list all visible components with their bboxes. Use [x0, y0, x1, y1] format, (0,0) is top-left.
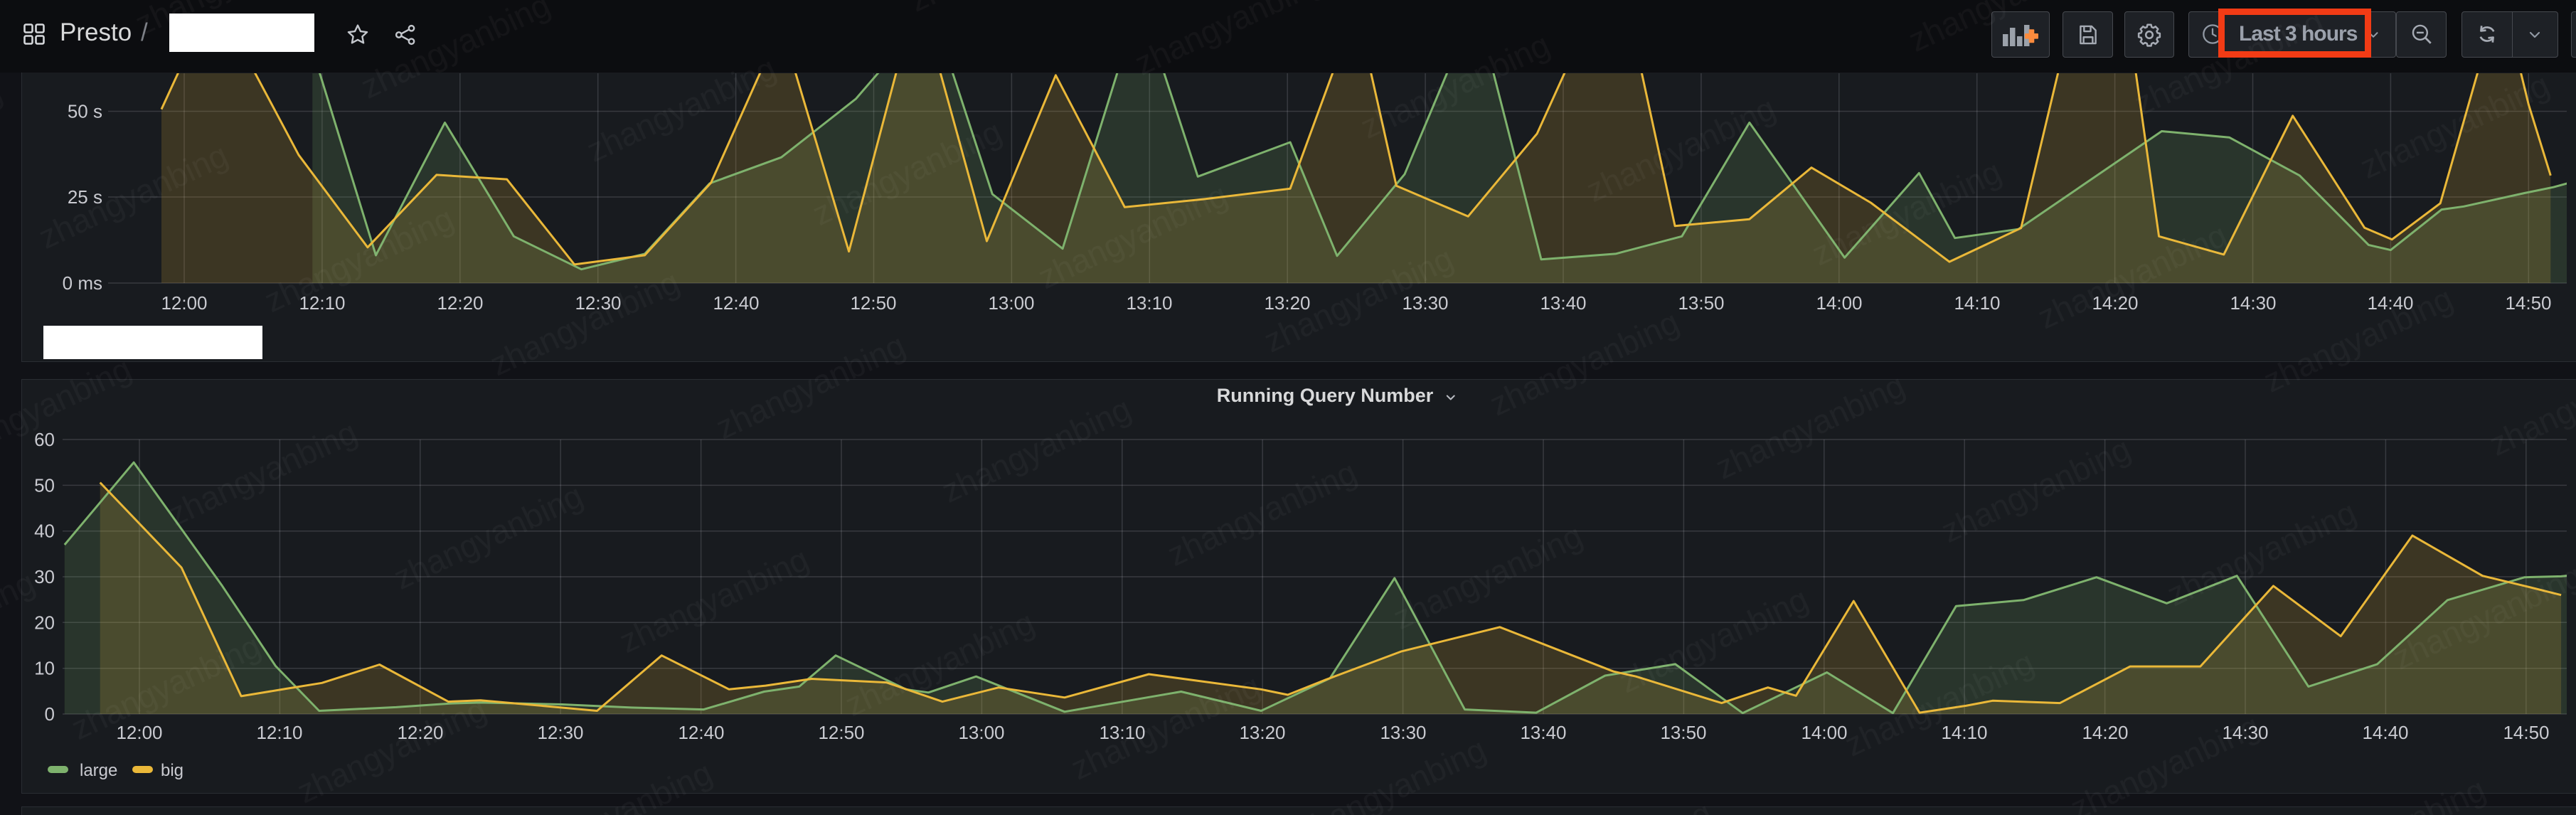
svg-text:14:00: 14:00	[1816, 292, 1862, 314]
svg-text:14:40: 14:40	[2362, 722, 2408, 743]
svg-text:20: 20	[34, 612, 55, 633]
svg-text:12:20: 12:20	[437, 292, 483, 314]
svg-text:13:20: 13:20	[1239, 722, 1285, 743]
svg-text:12:00: 12:00	[161, 292, 207, 314]
svg-text:13:40: 13:40	[1540, 292, 1586, 314]
svg-text:13:10: 13:10	[1099, 722, 1145, 743]
svg-text:14:50: 14:50	[2503, 722, 2549, 743]
svg-text:14:30: 14:30	[2230, 292, 2276, 314]
svg-text:0 ms: 0 ms	[63, 272, 102, 294]
svg-text:12:40: 12:40	[678, 722, 724, 743]
svg-text:big: big	[161, 761, 183, 780]
svg-text:large: large	[80, 761, 117, 780]
svg-text:12:40: 12:40	[713, 292, 759, 314]
svg-text:14:10: 14:10	[1941, 722, 1987, 743]
svg-text:13:00: 13:00	[958, 722, 1004, 743]
svg-text:12:30: 12:30	[575, 292, 621, 314]
svg-text:12:50: 12:50	[818, 722, 864, 743]
svg-text:60: 60	[34, 429, 55, 450]
svg-text:25 s: 25 s	[68, 186, 102, 208]
svg-text:13:50: 13:50	[1660, 722, 1706, 743]
svg-text:13:20: 13:20	[1264, 292, 1310, 314]
svg-text:14:40: 14:40	[2367, 292, 2413, 314]
svg-text:12:10: 12:10	[256, 722, 302, 743]
svg-text:14:50: 14:50	[2505, 292, 2551, 314]
svg-text:12:10: 12:10	[299, 292, 345, 314]
svg-text:30: 30	[34, 566, 55, 587]
svg-text:50 s: 50 s	[68, 101, 102, 122]
svg-text:12:50: 12:50	[850, 292, 896, 314]
svg-text:12:00: 12:00	[116, 722, 162, 743]
svg-text:14:10: 14:10	[1954, 292, 2000, 314]
svg-text:13:30: 13:30	[1380, 722, 1426, 743]
svg-text:12:20: 12:20	[397, 722, 443, 743]
svg-text:40: 40	[34, 521, 55, 542]
svg-text:0: 0	[45, 703, 55, 725]
svg-text:12:30: 12:30	[537, 722, 583, 743]
svg-text:13:40: 13:40	[1520, 722, 1566, 743]
svg-text:14:30: 14:30	[2222, 722, 2268, 743]
svg-text:13:00: 13:00	[988, 292, 1034, 314]
svg-text:14:00: 14:00	[1801, 722, 1847, 743]
svg-text:10: 10	[34, 658, 55, 679]
svg-text:13:10: 13:10	[1126, 292, 1172, 314]
svg-text:13:50: 13:50	[1678, 292, 1724, 314]
svg-text:14:20: 14:20	[2082, 722, 2128, 743]
svg-text:13:30: 13:30	[1402, 292, 1448, 314]
svg-text:50: 50	[34, 474, 55, 496]
svg-text:14:20: 14:20	[2092, 292, 2138, 314]
